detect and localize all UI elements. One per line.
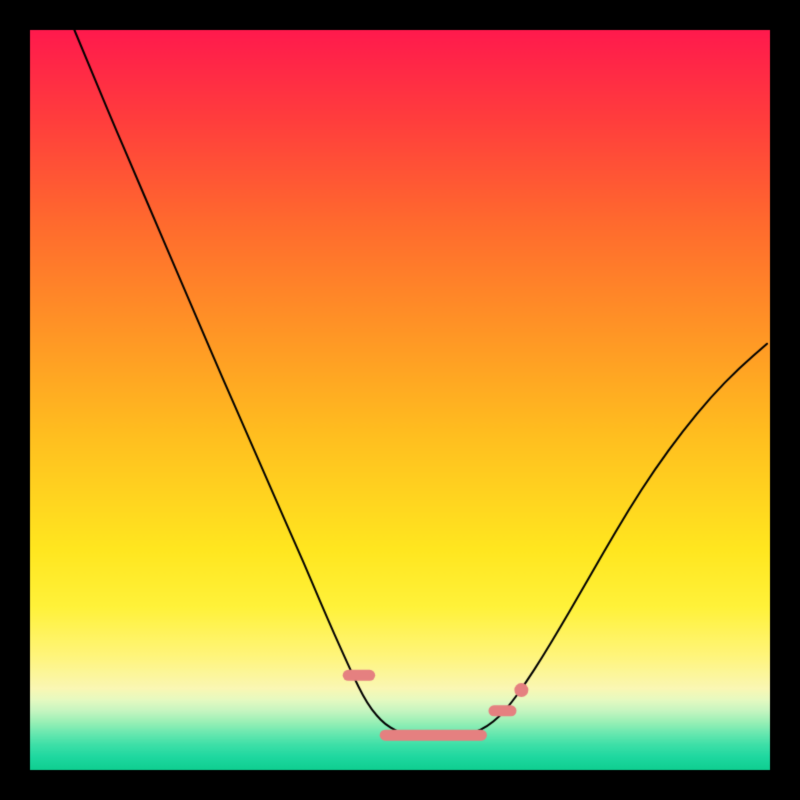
chart-stage: TheBottleneck.com <box>0 0 800 800</box>
bottleneck-curve-chart <box>0 0 800 800</box>
watermark-text: TheBottleneck.com <box>596 6 788 32</box>
